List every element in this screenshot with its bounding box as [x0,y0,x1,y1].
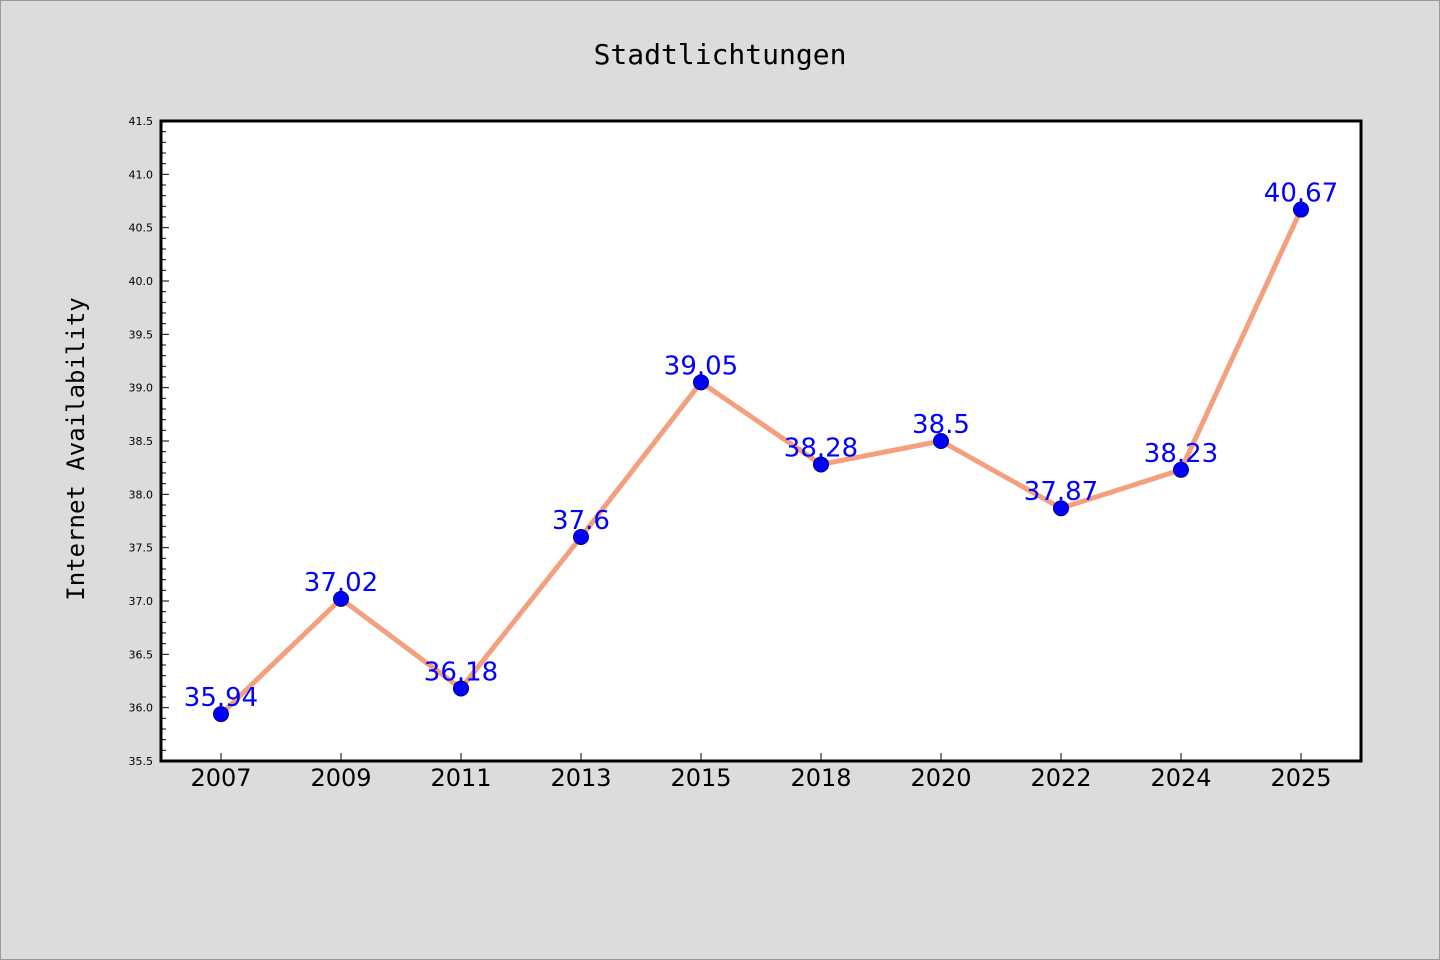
data-label: 36.18 [424,657,498,687]
x-axis-ticks: 2007 2009 2011 2013 2015 2018 2020 2022 2024 2025 [190,753,1332,792]
data-label: 37.6 [552,506,610,536]
data-point-marker [1053,500,1069,517]
data-label: 37.02 [304,568,378,598]
x-tick-label: 2011 [430,764,491,792]
y-axis-ticks: 35.5 36.0 36.5 37.0 37.5 38.0 38.5 39.0 39.5 40.0… [129,115,169,768]
x-tick-label: 2015 [670,764,731,792]
x-tick-label: 2018 [790,764,851,792]
y-tick-label: 41.0 [129,168,154,181]
data-label: 38.5 [912,410,970,440]
y-tick-label: 41.5 [129,115,154,128]
y-tick-label: 38.5 [129,435,154,448]
x-tick-label: 2024 [1150,764,1211,792]
data-label: 35.94 [184,683,258,713]
x-tick-label: 2020 [910,764,971,792]
series-line [219,208,1304,716]
series-lines [219,208,1304,716]
data-point-marker [573,529,589,545]
x-tick-label: 2022 [1030,764,1091,792]
chart-title: Stadtlichtungen [594,38,847,71]
y-tick-label: 40.5 [129,222,154,235]
y-tick-label: 36.5 [129,648,154,661]
data-label: 38.23 [1144,439,1218,469]
data-point-marker [213,706,229,723]
data-point-marker [333,590,349,607]
data-label: 39.05 [664,351,738,381]
data-point-marker [453,680,469,697]
data-label: 40.67 [1264,179,1338,209]
series-data-labels: 35.94 37.02 36.18 37.6 39.05 38.28 38.5 37.87 38… [184,179,1338,714]
data-label: 38.28 [784,433,858,463]
x-tick-label: 2013 [550,764,611,792]
y-tick-label: 40.0 [129,275,154,288]
data-label: 37.87 [1024,477,1098,507]
data-point-marker [1293,201,1309,218]
y-tick-label: 36.0 [129,702,154,715]
y-tick-label: 39.0 [129,382,154,395]
data-point-marker [1173,461,1189,478]
x-tick-label: 2007 [190,764,251,792]
y-tick-label: 37.0 [129,595,154,608]
series-markers [213,201,1309,723]
y-tick-label: 37.5 [129,542,154,555]
data-point-marker [933,433,949,449]
x-tick-label: 2009 [310,764,371,792]
y-tick-label: 39.5 [129,328,154,341]
y-tick-label: 35.5 [129,755,154,768]
plot-area [159,119,1363,763]
data-point-marker [813,456,829,473]
x-tick-label: 2025 [1270,764,1331,792]
y-tick-label: 38.0 [129,488,154,501]
y-axis-label: Internet Availability [62,297,90,600]
data-point-marker [693,374,709,391]
